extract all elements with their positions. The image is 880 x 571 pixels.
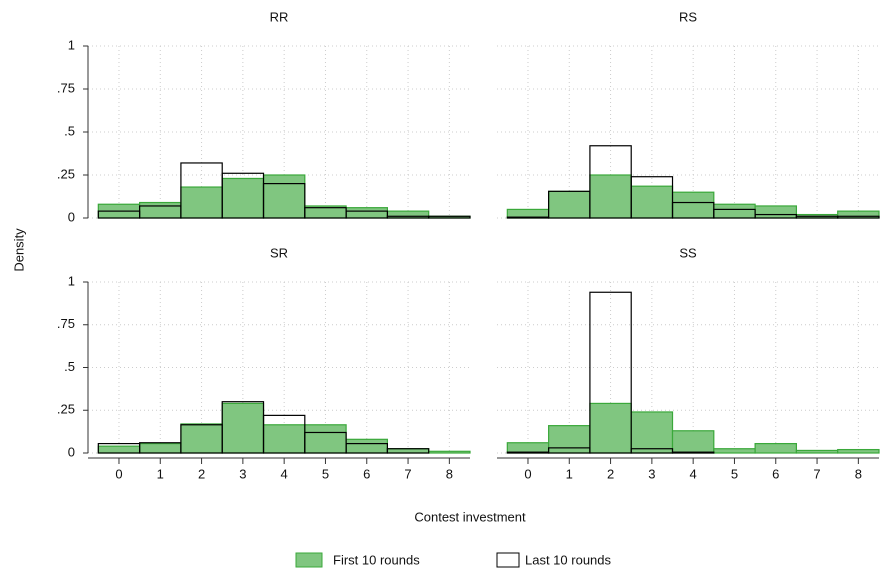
histogram-bar bbox=[630, 176, 674, 219]
histogram-bar bbox=[589, 174, 632, 219]
y-tick-label: .25 bbox=[57, 166, 75, 181]
x-tick-label: 6 bbox=[772, 466, 779, 481]
histogram-bar bbox=[304, 424, 347, 454]
histogram-bar bbox=[345, 207, 389, 219]
histogram-bar bbox=[221, 177, 265, 219]
x-tick-label: 7 bbox=[813, 466, 820, 481]
histogram-bar bbox=[837, 448, 880, 454]
histogram-bar bbox=[428, 215, 471, 219]
x-tick-label: 4 bbox=[690, 466, 697, 481]
legend-swatch bbox=[496, 552, 520, 568]
x-tick-label: 4 bbox=[281, 466, 288, 481]
histogram-bar bbox=[837, 215, 880, 219]
panel-title: RS bbox=[679, 9, 697, 24]
histogram-bar bbox=[630, 411, 674, 454]
x-tick-label: 5 bbox=[322, 466, 329, 481]
y-tick-label: 1 bbox=[68, 273, 75, 288]
x-tick-label: 1 bbox=[566, 466, 573, 481]
histogram-bar bbox=[671, 430, 715, 454]
x-tick-label: 8 bbox=[855, 466, 862, 481]
histogram-bar bbox=[630, 448, 674, 454]
x-tick-label: 5 bbox=[731, 466, 738, 481]
y-tick-label: .75 bbox=[57, 80, 75, 95]
x-tick-label: 0 bbox=[115, 466, 122, 481]
x-tick-label: 0 bbox=[524, 466, 531, 481]
panel-title: RR bbox=[270, 9, 289, 24]
y-tick-label: 0 bbox=[68, 209, 75, 224]
histogram-bar bbox=[671, 191, 715, 219]
histogram-bar bbox=[506, 216, 550, 219]
y-tick-label: .75 bbox=[57, 316, 75, 331]
histogram-bar bbox=[221, 402, 265, 454]
histogram-bar bbox=[345, 438, 389, 454]
histogram-bar bbox=[180, 186, 223, 219]
histogram-bar bbox=[386, 210, 430, 219]
histogram-bar bbox=[97, 445, 141, 454]
legend-swatch bbox=[295, 552, 323, 568]
histogram-bar bbox=[754, 205, 798, 219]
histogram-bar bbox=[837, 210, 880, 219]
histogram-bar bbox=[671, 451, 715, 454]
histogram-bar bbox=[180, 423, 223, 454]
y-tick-label: .25 bbox=[57, 402, 75, 417]
histogram-bar bbox=[548, 190, 591, 219]
histogram-bar bbox=[795, 449, 839, 454]
y-tick-label: .5 bbox=[64, 359, 75, 374]
x-tick-label: 2 bbox=[198, 466, 205, 481]
y-tick-label: .5 bbox=[64, 123, 75, 138]
histogram-bar bbox=[630, 185, 674, 219]
legend-label: First 10 rounds bbox=[333, 552, 420, 567]
x-tick-label: 3 bbox=[648, 466, 655, 481]
histogram-bar bbox=[713, 208, 756, 219]
histogram-bar bbox=[506, 451, 550, 454]
histogram-bar bbox=[589, 402, 632, 454]
x-tick-label: 2 bbox=[607, 466, 614, 481]
x-tick-label: 3 bbox=[239, 466, 246, 481]
histogram-bar bbox=[345, 210, 389, 219]
histogram-bar bbox=[262, 183, 306, 219]
x-tick-label: 1 bbox=[157, 466, 164, 481]
histogram-bar bbox=[713, 448, 756, 454]
y-tick-label: 0 bbox=[68, 444, 75, 459]
histogram-bar bbox=[386, 448, 430, 454]
histogram-bar bbox=[713, 203, 756, 219]
x-tick-label: 8 bbox=[446, 466, 453, 481]
histogram-bar bbox=[506, 442, 550, 454]
histogram-bar bbox=[589, 291, 632, 454]
y-tick-label: 1 bbox=[68, 37, 75, 52]
panel-title: SR bbox=[270, 245, 288, 260]
legend-label: Last 10 rounds bbox=[525, 552, 612, 567]
histogram-bar bbox=[262, 424, 306, 454]
x-axis-label: Contest investment bbox=[414, 509, 526, 524]
histogram-bar bbox=[386, 448, 430, 454]
histogram-bar bbox=[139, 442, 182, 454]
histogram-bar bbox=[754, 442, 798, 454]
y-axis-label: Density bbox=[11, 228, 26, 272]
histogram-bar bbox=[262, 174, 306, 219]
histogram-bar bbox=[139, 201, 182, 219]
x-tick-label: 7 bbox=[404, 466, 411, 481]
panel-title: SS bbox=[679, 245, 697, 260]
histogram-bar bbox=[428, 450, 471, 454]
x-tick-label: 6 bbox=[363, 466, 370, 481]
histogram-bar bbox=[548, 425, 591, 454]
histogram-bar bbox=[304, 431, 347, 454]
